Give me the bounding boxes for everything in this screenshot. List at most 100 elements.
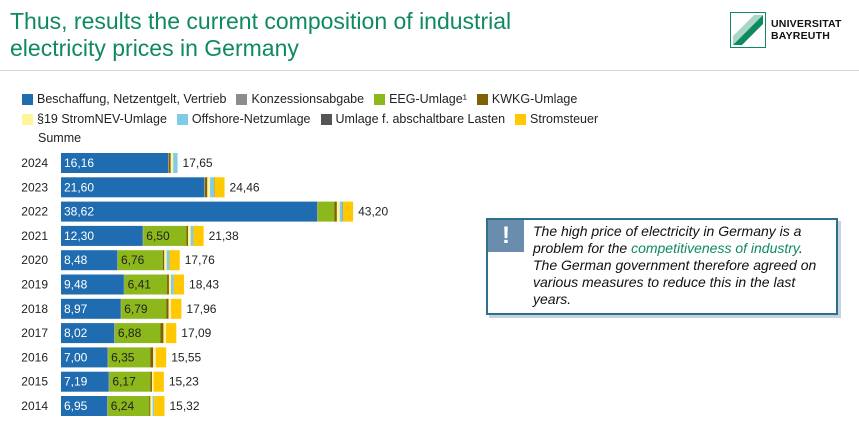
bar-segment-offshore-netzumlage-2024 bbox=[173, 153, 178, 173]
y-tick-label-2016: 2016 bbox=[21, 350, 48, 364]
data-label-beschaffung-netzentgelt-vertrieb-2018: 8,97 bbox=[64, 302, 88, 316]
data-label-eeg-umlage-2017: 6,88 bbox=[118, 326, 142, 340]
callout-text: The high price of electricity in Germany… bbox=[533, 223, 828, 308]
data-label-eeg-umlage-2016: 6,35 bbox=[111, 350, 135, 364]
bar-segment-eeg-umlage-2022 bbox=[317, 201, 335, 222]
legend-label: Stromsteuer bbox=[530, 112, 599, 126]
data-label-beschaffung-netzentgelt-vertrieb-2016: 7,00 bbox=[64, 350, 88, 364]
y-tick-label-2015: 2015 bbox=[21, 375, 48, 389]
data-label-beschaffung-netzentgelt-vertrieb-2020: 8,48 bbox=[64, 253, 88, 267]
bar-segment-19-stromnev-umlage-2019 bbox=[168, 274, 171, 295]
bar-segment-offshore-netzumlage-2019 bbox=[170, 274, 174, 295]
bar-segment-stromsteuer-2020 bbox=[169, 250, 180, 271]
bar-segment-eeg-umlage-2018 bbox=[121, 298, 167, 319]
bar-segment-eeg-umlage-2015 bbox=[109, 371, 151, 392]
bar-segment-19-stromnev-umlage-2022 bbox=[336, 201, 340, 222]
legend-item: Umlage f. abschaltbare Lasten bbox=[320, 112, 506, 126]
legend-label: Offshore-Netzumlage bbox=[191, 112, 311, 126]
data-label-eeg-umlage-2020: 6,76 bbox=[121, 253, 145, 267]
legend-swatch bbox=[22, 113, 33, 125]
bar-segment-19-stromnev-umlage-2017 bbox=[163, 323, 167, 344]
bar-segment-kwkg-umlage-2022 bbox=[334, 201, 337, 222]
data-label-beschaffung-netzentgelt-vertrieb-2024: 16,16 bbox=[64, 156, 94, 170]
bar-segment-konzessionsabgabe-2014 bbox=[107, 396, 108, 416]
y-tick-label-2023: 2023 bbox=[21, 180, 48, 194]
bar-segment-beschaffung-netzentgelt-vertrieb-2019 bbox=[61, 274, 124, 295]
page-title: Thus, results the current composition of… bbox=[10, 8, 512, 61]
bar-segment-eeg-umlage-2019 bbox=[124, 274, 168, 295]
data-label-eeg-umlage-2015: 6,17 bbox=[112, 375, 136, 389]
data-label-eeg-umlage-2018: 6,79 bbox=[124, 302, 148, 316]
bar-segment-kwkg-umlage-2019 bbox=[167, 274, 169, 295]
bar-segment-19-stromnev-umlage-2023 bbox=[207, 177, 211, 198]
bar-segment-kwkg-umlage-2023 bbox=[204, 177, 208, 198]
bar-segment-beschaffung-netzentgelt-vertrieb-2015 bbox=[61, 371, 109, 392]
bar-segment-kwkg-umlage-2017 bbox=[160, 323, 164, 344]
bar-segment-beschaffung-netzentgelt-vertrieb-2022 bbox=[61, 201, 318, 222]
legend-label: EEG-Umlage¹ bbox=[389, 92, 467, 106]
bar-segment-beschaffung-netzentgelt-vertrieb-2021 bbox=[61, 225, 143, 246]
bar-segment-beschaffung-netzentgelt-vertrieb-2024 bbox=[61, 153, 169, 173]
data-label-beschaffung-netzentgelt-vertrieb-2019: 9,48 bbox=[64, 278, 88, 292]
total-label-2017: 17,09 bbox=[181, 326, 211, 340]
legend-swatch bbox=[176, 113, 188, 125]
exclamation-icon: ! bbox=[488, 220, 524, 252]
legend-item: Beschaffung, Netzentgelt, Vertrieb bbox=[22, 92, 226, 106]
y-tick-label-2021: 2021 bbox=[21, 229, 48, 243]
bar-segment-stromsteuer-2018 bbox=[171, 298, 182, 319]
legend-item: KWKG-Umlage bbox=[476, 92, 578, 106]
info-callout: ! The high price of electricity in Germa… bbox=[486, 218, 838, 315]
stacked-bar-chart: 2024 16,16 17,65 2023 21,60 24,46 2022 38,62 43,… bbox=[21, 153, 388, 416]
bar-segment-beschaffung-netzentgelt-vertrieb-2017 bbox=[61, 323, 115, 344]
y-tick-label-2017: 2017 bbox=[21, 326, 48, 340]
bar-segment-konzessionsabgabe-2017 bbox=[114, 323, 115, 344]
legend-item: Offshore-Netzumlage bbox=[176, 112, 311, 126]
bar-segment-konzessionsabgabe-2019 bbox=[123, 274, 125, 295]
data-label-beschaffung-netzentgelt-vertrieb-2022: 38,62 bbox=[64, 205, 94, 219]
total-label-2015: 15,23 bbox=[169, 375, 199, 389]
data-label-beschaffung-netzentgelt-vertrieb-2017: 8,02 bbox=[64, 326, 88, 340]
bar-segment-eeg-umlage-2017 bbox=[114, 323, 161, 344]
bar-segment-19-stromnev-umlage-2018 bbox=[168, 298, 171, 319]
legend-label: Umlage f. abschaltbare Lasten bbox=[335, 112, 506, 126]
data-label-beschaffung-netzentgelt-vertrieb-2015: 7,19 bbox=[64, 375, 88, 389]
total-label-2016: 15,55 bbox=[171, 350, 201, 364]
callout-text-after: . The German government therefore agreed… bbox=[533, 240, 817, 307]
total-label-2018: 17,96 bbox=[186, 302, 216, 316]
data-label-eeg-umlage-2019: 6,41 bbox=[128, 278, 152, 292]
bar-segment-19-stromnev-umlage-2014 bbox=[150, 396, 153, 416]
bar-segment-konzessionsabgabe-2024 bbox=[168, 153, 169, 173]
bar-segment-beschaffung-netzentgelt-vertrieb-2023 bbox=[61, 177, 205, 198]
bar-segment-eeg-umlage-2016 bbox=[108, 347, 151, 368]
data-label-eeg-umlage-2021: 6,50 bbox=[146, 229, 170, 243]
chart-legend: Beschaffung, Netzentgelt, Vertrieb Konze… bbox=[22, 89, 662, 147]
bar-segment-kwkg-umlage-2020 bbox=[162, 250, 165, 271]
bar-segment-offshore-netzumlage-2020 bbox=[166, 250, 170, 271]
data-label-beschaffung-netzentgelt-vertrieb-2014: 6,95 bbox=[64, 399, 88, 413]
total-label-2014: 15,32 bbox=[169, 399, 199, 413]
data-label-beschaffung-netzentgelt-vertrieb-2023: 21,60 bbox=[64, 180, 94, 194]
total-label-2024: 17,65 bbox=[183, 156, 213, 170]
legend-item: §19 StromNEV-Umlage bbox=[22, 112, 167, 126]
legend-summe: Summe bbox=[38, 131, 82, 145]
legend-label: KWKG-Umlage bbox=[491, 92, 578, 106]
legend-swatch bbox=[236, 93, 248, 105]
bar-segment-konzessionsabgabe-2015 bbox=[108, 371, 110, 392]
bar-segment-stromsteuer-2023 bbox=[214, 177, 225, 198]
total-label-2022: 43,20 bbox=[358, 205, 388, 219]
bar-segment-beschaffung-netzentgelt-vertrieb-2016 bbox=[61, 347, 108, 368]
bar-segment-offshore-netzumlage-2021 bbox=[190, 225, 194, 246]
bar-segment-beschaffung-netzentgelt-vertrieb-2014 bbox=[61, 396, 108, 416]
data-label-beschaffung-netzentgelt-vertrieb-2021: 12,30 bbox=[64, 229, 94, 243]
bar-segment-stromsteuer-2017 bbox=[166, 323, 177, 344]
bar-segment-19-stromnev-umlage-2016 bbox=[153, 347, 156, 368]
legend-item: Stromsteuer bbox=[515, 112, 598, 126]
bar-segment-offshore-netzumlage-2014 bbox=[152, 396, 155, 416]
total-label-2021: 21,38 bbox=[209, 229, 239, 243]
bar-segment-stromsteuer-2015 bbox=[153, 371, 164, 392]
bar-segment-konzessionsabgabe-2018 bbox=[120, 298, 122, 319]
data-label-eeg-umlage-2014: 6,24 bbox=[111, 399, 135, 413]
bar-segment-offshore-netzumlage-2023 bbox=[210, 177, 215, 198]
bar-segment-kwkg-umlage-2024 bbox=[168, 153, 171, 173]
bar-segment-stromsteuer-2021 bbox=[193, 225, 204, 246]
